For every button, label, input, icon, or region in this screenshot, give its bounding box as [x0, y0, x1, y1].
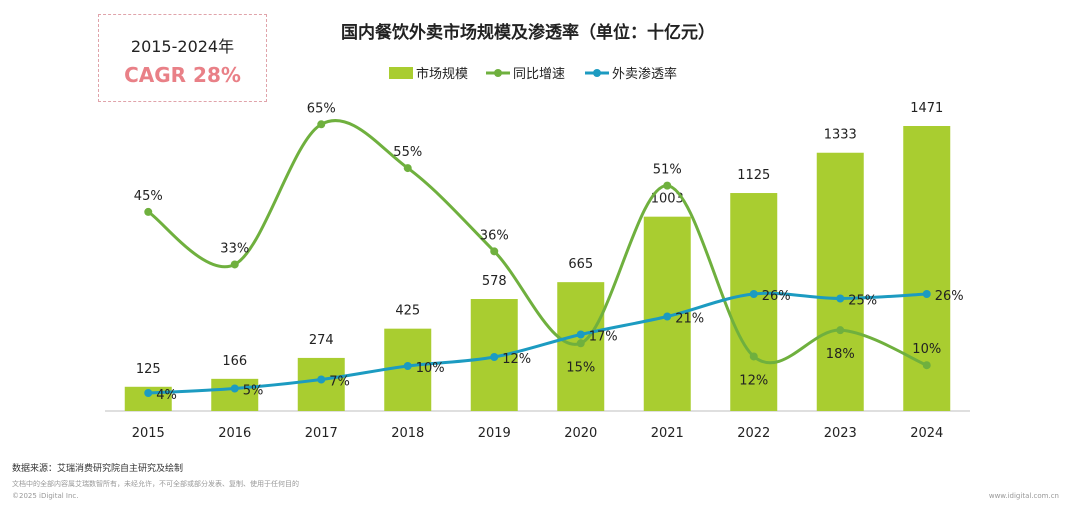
penetration-label-2017: 7% — [329, 375, 350, 390]
growth-point-2023 — [836, 326, 845, 335]
growth-label-2024: 10% — [912, 342, 941, 357]
x-tick-2016: 2016 — [218, 426, 251, 441]
growth-point-2016 — [230, 260, 239, 269]
copyright: ©2025 iDigital Inc. — [12, 492, 79, 500]
growth-point-2017 — [317, 120, 326, 129]
growth-label-2016: 33% — [220, 241, 249, 256]
plot-area: 125 2015 166 2016 274 2017 425 2018 578 2019 665 20… — [105, 101, 970, 441]
chart-title: 国内餐饮外卖市场规模及渗透率（单位：十亿元） — [341, 22, 715, 43]
website: www.idigital.com.cn — [988, 492, 1059, 500]
growth-label-2023: 18% — [826, 347, 855, 362]
x-tick-2015: 2015 — [132, 426, 165, 441]
disclaimer: 文档中的全部内容属艾瑞数智所有，未经允许，不可全部或部分发表、复制、使用于任何目… — [12, 480, 299, 488]
penetration-point-2023 — [836, 294, 845, 303]
growth-point-2021 — [663, 181, 672, 190]
growth-label-2019: 36% — [480, 228, 509, 243]
x-tick-2021: 2021 — [651, 426, 684, 441]
penetration-label-2023: 25% — [848, 294, 877, 309]
x-tick-2018: 2018 — [391, 426, 424, 441]
cagr-period: 2015-2024年 — [130, 37, 235, 56]
penetration-point-2016 — [230, 384, 239, 393]
bar-label-2016: 166 — [222, 354, 247, 369]
penetration-label-2021: 21% — [675, 312, 704, 327]
bar-2016 — [211, 378, 259, 411]
legend-swatch-bar — [389, 67, 413, 79]
bar-label-2022: 1125 — [737, 168, 770, 183]
source-note: 数据来源：艾瑞消费研究院自主研究及绘制 — [12, 464, 184, 474]
growth-point-2020 — [576, 339, 585, 348]
bar-label-2019: 578 — [482, 274, 507, 289]
penetration-label-2015: 4% — [156, 388, 177, 403]
bar-label-2018: 425 — [395, 304, 420, 319]
penetration-point-2021 — [663, 312, 672, 321]
penetration-point-2017 — [317, 375, 326, 384]
growth-label-2018: 55% — [393, 145, 422, 160]
growth-label-2015: 45% — [134, 189, 163, 204]
penetration-point-2015 — [144, 389, 153, 397]
bar-label-2020: 665 — [568, 257, 593, 272]
penetration-point-2022 — [749, 290, 758, 298]
legend: 市场规模 同比增速 外卖渗透率 — [389, 66, 677, 82]
x-tick-2017: 2017 — [305, 426, 338, 441]
penetration-label-2020: 17% — [589, 330, 618, 345]
bar-2023 — [816, 152, 864, 411]
x-tick-2023: 2023 — [824, 426, 857, 441]
growth-label-2020: 15% — [566, 360, 595, 375]
bar-2022 — [730, 193, 778, 411]
growth-label-2021: 51% — [653, 163, 682, 178]
penetration-line — [148, 291, 927, 395]
growth-label-2022: 12% — [739, 373, 768, 388]
penetration-point-2018 — [403, 362, 412, 370]
penetration-label-2024: 26% — [935, 289, 964, 304]
legend-label-0: 市场规模 — [416, 66, 468, 82]
bar-label-2024: 1471 — [910, 101, 943, 116]
cagr-value: CAGR 28% — [124, 63, 241, 87]
penetration-label-2019: 12% — [502, 352, 531, 367]
x-tick-2022: 2022 — [737, 426, 770, 441]
cagr-box: 2015-2024年 CAGR 28% — [98, 14, 267, 102]
penetration-point-2020 — [576, 330, 585, 339]
growth-point-2024 — [922, 361, 931, 370]
legend-label-2: 外卖渗透率 — [612, 66, 677, 82]
bar-label-2017: 274 — [309, 333, 334, 348]
legend-marker-2 — [593, 69, 601, 77]
x-tick-2024: 2024 — [910, 426, 943, 441]
bar-label-2015: 125 — [136, 362, 161, 377]
growth-point-2022 — [749, 352, 758, 361]
legend-marker-1 — [494, 69, 502, 77]
growth-point-2015 — [144, 207, 153, 216]
growth-line — [147, 119, 928, 367]
bar-label-2023: 1333 — [824, 128, 857, 143]
bar-label-2021: 1003 — [651, 192, 684, 207]
legend-label-1: 同比增速 — [513, 67, 565, 82]
x-tick-2020: 2020 — [564, 426, 597, 441]
growth-point-2018 — [403, 164, 412, 173]
growth-point-2019 — [490, 247, 499, 256]
penetration-label-2016: 5% — [243, 384, 264, 399]
penetration-label-2018: 10% — [416, 361, 445, 376]
bar-2017 — [297, 357, 345, 411]
penetration-point-2019 — [490, 353, 499, 361]
penetration-point-2024 — [922, 290, 931, 298]
penetration-label-2022: 26% — [762, 289, 791, 304]
x-tick-2019: 2019 — [478, 426, 511, 441]
growth-label-2017: 65% — [307, 101, 336, 116]
